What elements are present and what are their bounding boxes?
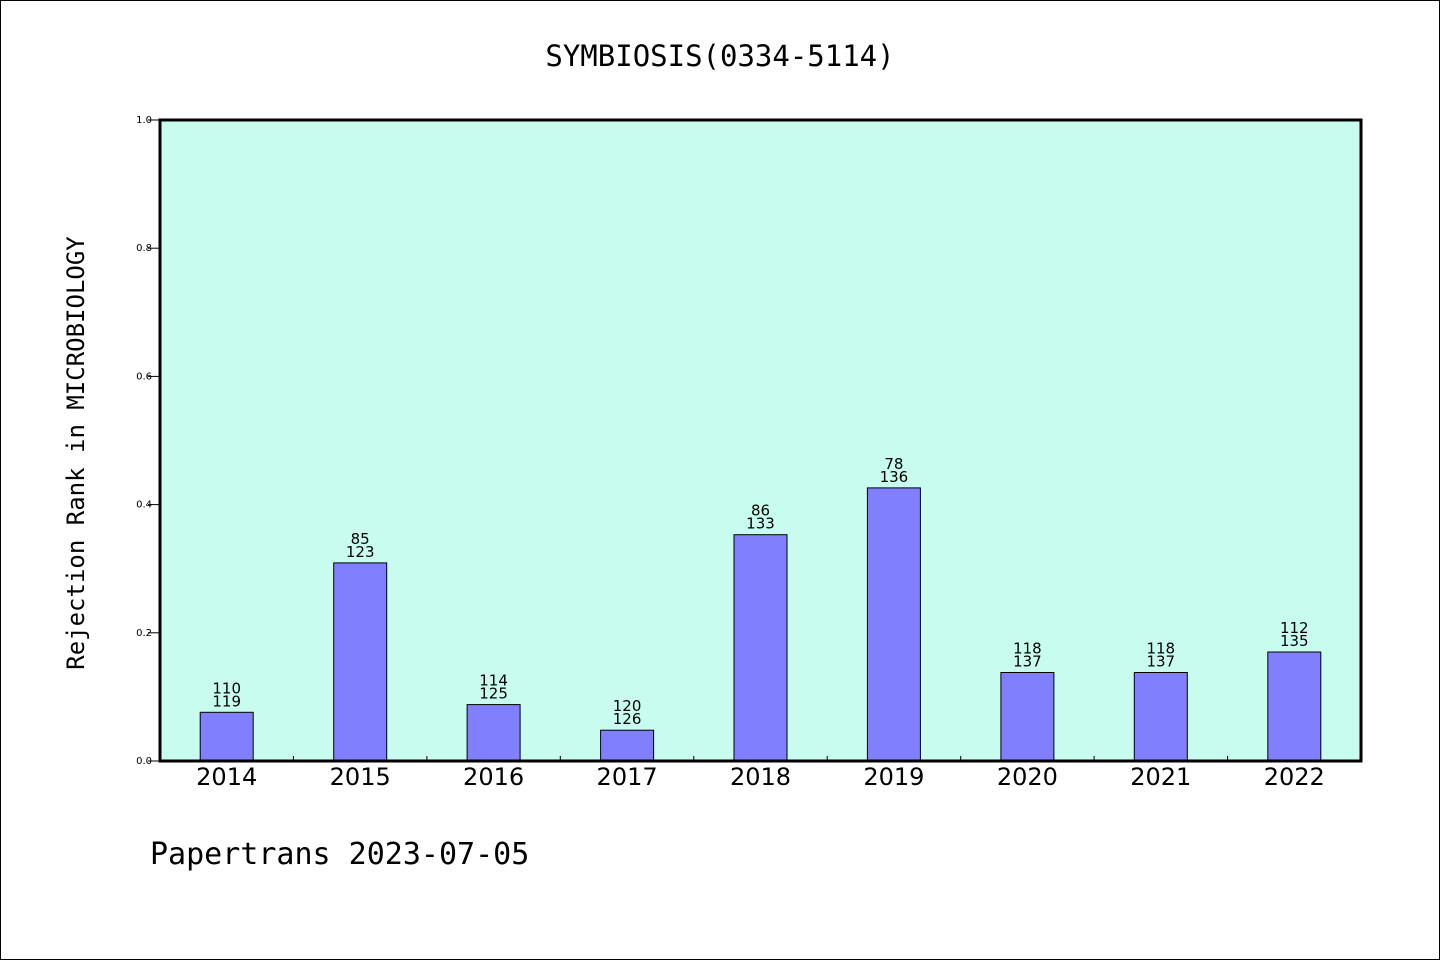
x-tick-label-2017: 2017: [597, 763, 658, 791]
data-label-top-2016: 114: [479, 672, 508, 690]
bar-2017: [600, 729, 655, 762]
data-label-bottom-2015: 123: [346, 543, 375, 561]
x-tick-label-2018: 2018: [730, 763, 791, 791]
x-tick-label-2021: 2021: [1130, 763, 1191, 791]
data-label-top-2018: 86: [751, 502, 770, 520]
x-tick-label-2022: 2022: [1264, 763, 1325, 791]
data-label-bottom-2018: 133: [746, 515, 775, 533]
bar-2020: [1000, 672, 1055, 762]
data-label-top-2020: 118: [1013, 640, 1042, 658]
bar-2015: [333, 562, 388, 762]
data-label-bottom-2019: 136: [880, 468, 909, 486]
footer-text: Papertrans 2023-07-05: [150, 837, 529, 872]
data-label-bottom-2014: 119: [212, 692, 241, 710]
bar-2014: [199, 711, 254, 762]
x-tick-label-2019: 2019: [863, 763, 924, 791]
x-tick-label-2015: 2015: [330, 763, 391, 791]
y-axis: 0.0 0.2 0.4 0.6 0.8 1.0: [136, 115, 160, 767]
x-tick-label-2014: 2014: [196, 763, 257, 791]
data-label-top-2021: 118: [1146, 640, 1175, 658]
bar-2022: [1267, 651, 1322, 762]
data-label-top-2017: 120: [613, 697, 642, 715]
data-label-top-2014: 110: [212, 679, 241, 697]
y-axis-label: Rejection Rank in MICROBIOLOGY: [62, 236, 90, 670]
data-label-top-2019: 78: [884, 455, 903, 473]
y-tick-label-0.6: 0.6: [136, 371, 152, 382]
y-tick-label-0.8: 0.8: [136, 243, 152, 254]
y-tick-label-0.2: 0.2: [136, 628, 152, 639]
data-label-bottom-2022: 135: [1280, 632, 1309, 650]
chart-title: SYMBIOSIS(0334-5114): [545, 39, 894, 73]
bar-2019: [866, 487, 921, 762]
x-tick-label-2020: 2020: [997, 763, 1058, 791]
x-axis: 2014 2015 2016 2017 2018 2019 2020 2021 2022: [196, 756, 1325, 791]
data-label-top-2015: 85: [351, 530, 370, 548]
data-label-bottom-2020: 137: [1013, 653, 1042, 671]
bar-2018: [733, 534, 788, 762]
y-tick-label-0.4: 0.4: [136, 500, 152, 511]
y-tick-label-0.0: 0.0: [136, 756, 152, 767]
data-labels: 1101198512311412512012686133781361181371…: [212, 455, 1308, 728]
data-label-top-2022: 112: [1280, 619, 1309, 637]
data-label-bottom-2017: 126: [613, 710, 642, 728]
bar-2021: [1133, 672, 1188, 762]
plot-border: [158, 118, 1363, 763]
data-label-bottom-2021: 137: [1146, 653, 1175, 671]
bar-2016: [466, 704, 521, 762]
x-tick-label-2016: 2016: [463, 763, 524, 791]
data-label-bottom-2016: 125: [479, 685, 508, 703]
bars: [199, 487, 1322, 762]
y-tick-label-1.0: 1.0: [136, 115, 152, 126]
